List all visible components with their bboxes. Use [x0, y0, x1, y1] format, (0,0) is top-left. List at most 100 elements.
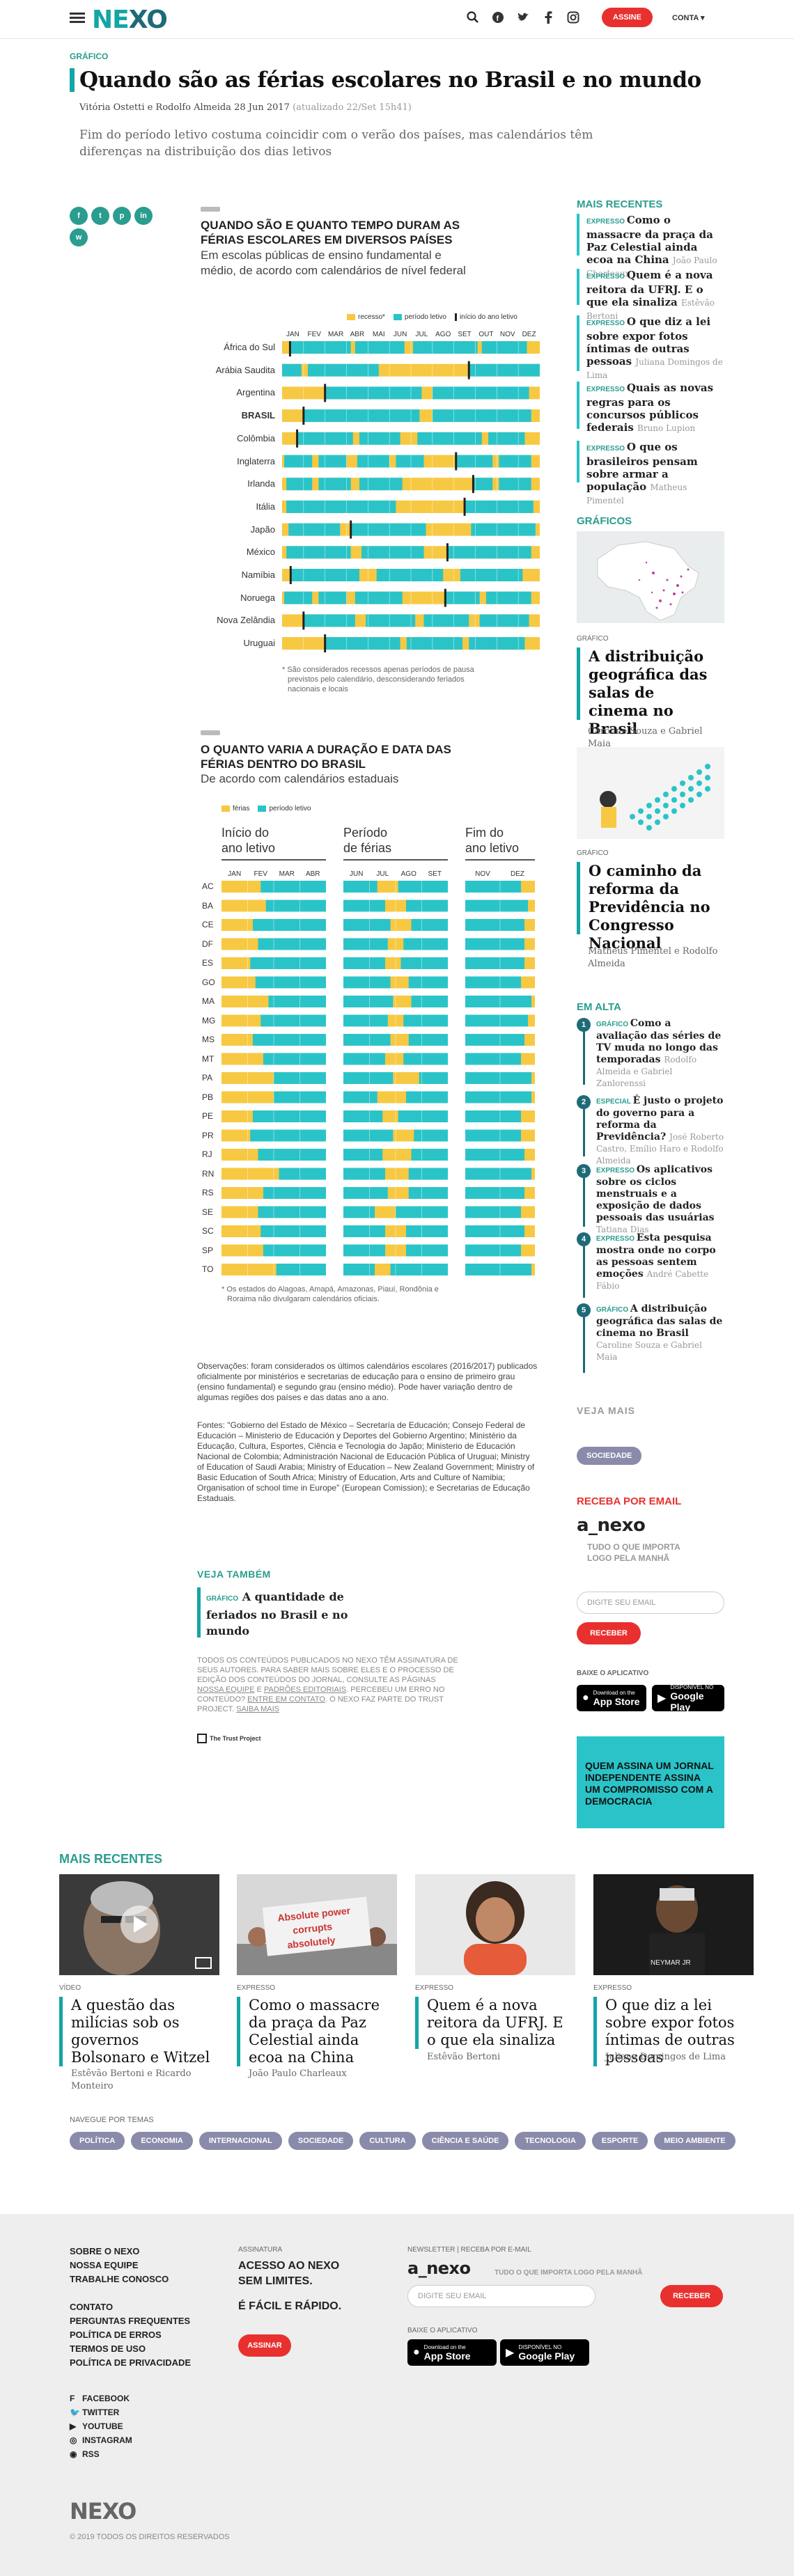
mais-recentes-item[interactable]: EXPRESSO Quem é a nova reitora da UFRJ. … [577, 269, 724, 321]
country-label: Irlanda [247, 478, 275, 489]
state-label: TO [202, 1264, 214, 1274]
card-image-protest[interactable]: Absolute power corrupts absolutely [237, 1874, 397, 1975]
linkedin-share-icon[interactable]: in [134, 207, 153, 225]
article-byline: Vitória Ostetti e Rodolfo Almeida 28 Jun… [79, 102, 412, 113]
footer-link[interactable]: PERGUNTAS FREQUENTES [70, 2316, 191, 2326]
sidebar-email-input[interactable]: DIGITE SEU EMAIL [577, 1592, 724, 1614]
col-underline [221, 859, 326, 861]
facebook-share-icon[interactable]: f [70, 207, 88, 225]
padroes-editoriais-link[interactable]: PADRÕES EDITORIAIS [264, 1686, 347, 1694]
card-image-reitora[interactable] [415, 1874, 575, 1975]
tema-pill[interactable]: INTERNACIONAL [198, 2132, 282, 2150]
google-play-button[interactable]: ▶ DISPONÍVEL NO Google Play [652, 1684, 724, 1713]
month-tick-label: FEV [254, 870, 268, 878]
tema-pill[interactable]: CIÊNCIA E SAÚDE [421, 2132, 509, 2150]
trust-project-logo[interactable]: The Trust Project [197, 1734, 261, 1743]
em-alta-item[interactable]: 2 ESPECIAL É justo o projeto do governo p… [577, 1095, 724, 1167]
month-tick-label: AGO [401, 870, 417, 878]
footer-social-link[interactable]: f FACEBOOK [70, 2392, 132, 2405]
footer-link[interactable]: POLÍTICA DE PRIVACIDADE [70, 2357, 192, 2368]
store-small: DISPONÍVEL NO [518, 2343, 562, 2350]
card-title[interactable]: Como o massacre da praça da Paz Celestia… [237, 1997, 391, 2066]
inicio-marker [463, 497, 466, 516]
grafico-title-cinemas[interactable]: A distribuição geográfica das salas de c… [577, 647, 716, 737]
pinterest-share-icon[interactable]: p [113, 207, 131, 225]
footer-link[interactable]: POLÍTICA DE ERROS [70, 2330, 162, 2340]
entre-em-contato-link[interactable]: ENTRE EM CONTATO [247, 1695, 325, 1704]
twitter-share-icon[interactable]: t [91, 207, 109, 225]
assine-button[interactable]: ASSINE [602, 8, 653, 27]
nossa-equipe-link[interactable]: NOSSA EQUIPE [197, 1686, 255, 1694]
footer-link[interactable]: TRABALHE CONOSCO [70, 2274, 169, 2284]
sidebar-receber-button[interactable]: RECEBER [577, 1622, 641, 1644]
veja-tambem-link[interactable]: GRÁFICO A quantidade de feriados no Bras… [206, 1589, 366, 1639]
em-alta-item[interactable]: 3 EXPRESSO Os aplicativos sobre os ciclos… [577, 1164, 724, 1236]
state-label: MA [202, 996, 215, 1006]
mais-recentes-item[interactable]: EXPRESSO Como o massacre da praça da Paz… [577, 214, 724, 278]
ferias-bar [221, 1053, 263, 1065]
menu-icon[interactable] [70, 13, 85, 24]
footer-social-link[interactable]: ◎ INSTAGRAM [70, 2433, 132, 2447]
em-alta-item[interactable]: 1 GRÁFICO Como a avaliação das séries de … [577, 1018, 724, 1090]
tema-pill[interactable]: ESPORTE [591, 2132, 648, 2150]
tema-pill[interactable]: MEIO AMBIENTE [654, 2132, 735, 2150]
letivo-bar [445, 591, 480, 604]
card-image-neymar[interactable]: NEYMAR JR [593, 1874, 754, 1975]
tema-pill[interactable]: POLÍTICA [70, 2132, 125, 2150]
article-kicker[interactable]: GRÁFICO [70, 52, 109, 61]
app-store-button[interactable]: ● Download on the App Store [577, 1685, 646, 1711]
mais-recentes-item[interactable]: EXPRESSO O que diz a lei sobre expor fot… [577, 315, 724, 380]
footer-link[interactable]: SOBRE O NEXO [70, 2246, 140, 2256]
veja-text: A quantidade de feriados no Brasil e no … [206, 1590, 348, 1638]
card-image-video[interactable] [59, 1874, 219, 1975]
search-icon[interactable] [465, 10, 481, 25]
instagram-icon[interactable] [566, 10, 581, 25]
letivo-bar [473, 478, 493, 491]
nexo-logo[interactable]: NEXO [92, 6, 168, 34]
item-title: A distribuição geográfica das salas de c… [596, 1303, 723, 1339]
footer-social-link[interactable]: 🐦 TWITTER [70, 2405, 132, 2419]
ferias-bar [387, 1187, 409, 1199]
footer-link[interactable]: NOSSA EQUIPE [70, 2260, 139, 2270]
subscribe-promo[interactable]: QUEM ASSINA UM JORNAL INDEPENDENTE ASSIN… [577, 1736, 724, 1828]
footer-social-link[interactable]: ◉ RSS [70, 2447, 132, 2461]
facebook-icon[interactable]: f [490, 10, 506, 25]
footer-receber-button[interactable]: RECEBER [660, 2285, 723, 2307]
ferias-bar [390, 976, 409, 989]
card-title[interactable]: O que diz a lei sobre expor fotos íntima… [593, 1997, 748, 2066]
byline-authors: Vitória Ostetti e Rodolfo Almeida [79, 102, 231, 113]
tag-sociedade[interactable]: SOCIEDADE [577, 1447, 642, 1465]
conta-link[interactable]: CONTA ▾ [672, 14, 705, 22]
ferias-bar [390, 1034, 409, 1046]
card-title[interactable]: A questão das milícias sob os governos B… [59, 1997, 214, 2066]
letivo-bar [471, 523, 536, 536]
footer-google-play-button[interactable]: ▶ DISPONÍVEL NO Google Play [500, 2339, 589, 2366]
saiba-mais-link[interactable]: SAIBA MAIS [236, 1705, 279, 1713]
tema-pill[interactable]: TECNOLOGIA [515, 2132, 586, 2150]
previdencia-image[interactable] [577, 747, 724, 839]
letivo-bar [465, 1149, 524, 1161]
tema-pill[interactable]: SOCIEDADE [288, 2132, 354, 2150]
tema-pill[interactable]: CULTURA [359, 2132, 416, 2150]
whatsapp-share-icon[interactable]: w [70, 228, 88, 246]
em-alta-item[interactable]: 4 EXPRESSO Esta pesquisa mostra onde no c… [577, 1232, 724, 1292]
tema-pill[interactable]: ECONOMIA [131, 2132, 193, 2150]
country-label: Inglaterra [237, 455, 275, 466]
footer-link[interactable]: CONTATO [70, 2302, 114, 2312]
footnote-line: * São considerados recessos apenas perío… [282, 666, 474, 674]
grafico-title-previdencia[interactable]: O caminho da reforma da Previdência no C… [577, 862, 716, 952]
mais-recentes-item[interactable]: EXPRESSO O que os brasileiros pensam sob… [577, 441, 724, 505]
footer-social-link[interactable]: ▶ YOUTUBE [70, 2419, 132, 2433]
footer-link[interactable]: TERMOS DE USO [70, 2343, 146, 2354]
footer-email-input[interactable]: DIGITE SEU EMAIL [407, 2285, 596, 2307]
facebook-f-icon[interactable] [540, 10, 556, 25]
map-brasil-cinemas-image[interactable] [577, 531, 724, 623]
footer-assinar-button[interactable]: ASSINAR [238, 2334, 291, 2357]
mais-recentes-item[interactable]: EXPRESSO Quais as novas regras para os c… [577, 382, 724, 434]
em-alta-item[interactable]: 5 GRÁFICO A distribuição geográfica das s… [577, 1303, 724, 1363]
footer-nexo-logo[interactable]: NEXO [70, 2498, 137, 2524]
twitter-icon[interactable] [515, 10, 531, 25]
footer-app-store-button[interactable]: ● Download on the App Store [407, 2339, 497, 2366]
col-underline [465, 859, 535, 861]
card-title[interactable]: Quem é a nova reitora da UFRJ. E o que e… [415, 1997, 570, 2049]
